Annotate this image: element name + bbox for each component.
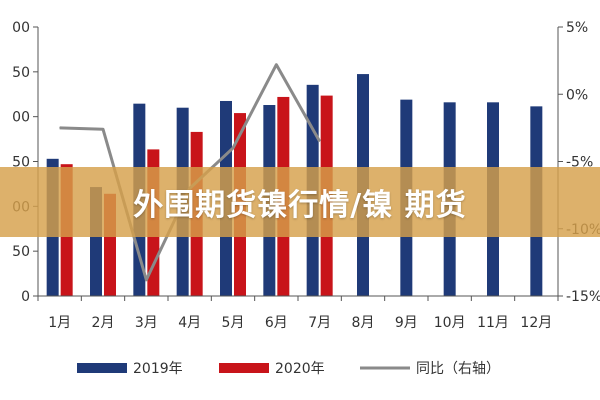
yoy-point — [102, 128, 104, 130]
x-tick-label: 8月 — [352, 315, 375, 331]
left-tick-label: 0 — [21, 289, 30, 305]
yoy-point — [275, 64, 277, 66]
x-tick-label: 3月 — [135, 315, 158, 331]
x-tick-label: 12月 — [520, 315, 552, 331]
legend-2020-swatch — [219, 363, 269, 373]
legend-yoy-label: 同比（右轴） — [416, 361, 500, 377]
x-tick-label: 2月 — [92, 315, 115, 331]
yoy-point — [232, 147, 234, 149]
legend-2019-label: 2019年 — [133, 361, 183, 377]
left-tick-label: 50 — [12, 244, 30, 260]
left-tick-label: 50 — [12, 65, 30, 81]
x-tick-label: 1月 — [48, 315, 71, 331]
x-tick-label: 4月 — [178, 315, 201, 331]
right-tick-label: -5% — [566, 155, 593, 171]
legend-2019-swatch — [77, 363, 127, 373]
right-tick-label: -15% — [566, 289, 600, 305]
x-tick-label: 5月 — [222, 315, 245, 331]
x-tick-label: 7月 — [308, 315, 331, 331]
x-tick-label: 9月 — [395, 315, 418, 331]
legend-2020-label: 2020年 — [275, 361, 325, 377]
x-tick-label: 10月 — [434, 315, 466, 331]
yoy-point — [319, 140, 321, 142]
left-axis: 0500050005000 — [12, 20, 39, 305]
left-tick-label: 00 — [12, 20, 30, 36]
legend: 2019年 2020年 同比（右轴） — [77, 361, 500, 377]
left-tick-label: 50 — [12, 155, 30, 171]
x-tick-label: 11月 — [477, 315, 509, 331]
yoy-point — [145, 279, 147, 281]
yoy-point — [59, 127, 61, 129]
banner-title: 外围期货镍行情/镍 期货 — [133, 188, 467, 223]
x-tick-label: 6月 — [265, 315, 288, 331]
right-axis: -15%-10%-5%0%5% — [557, 20, 600, 305]
right-tick-label: 5% — [566, 20, 588, 36]
title-banner: 外围期货镍行情/镍 期货 — [0, 167, 600, 237]
right-tick-label: 0% — [566, 87, 588, 103]
left-tick-label: 00 — [12, 110, 30, 126]
x-axis: 1月 2月 3月 4月 5月 6月 7月 8月 9月 10月 11月 12月 — [37, 295, 559, 331]
